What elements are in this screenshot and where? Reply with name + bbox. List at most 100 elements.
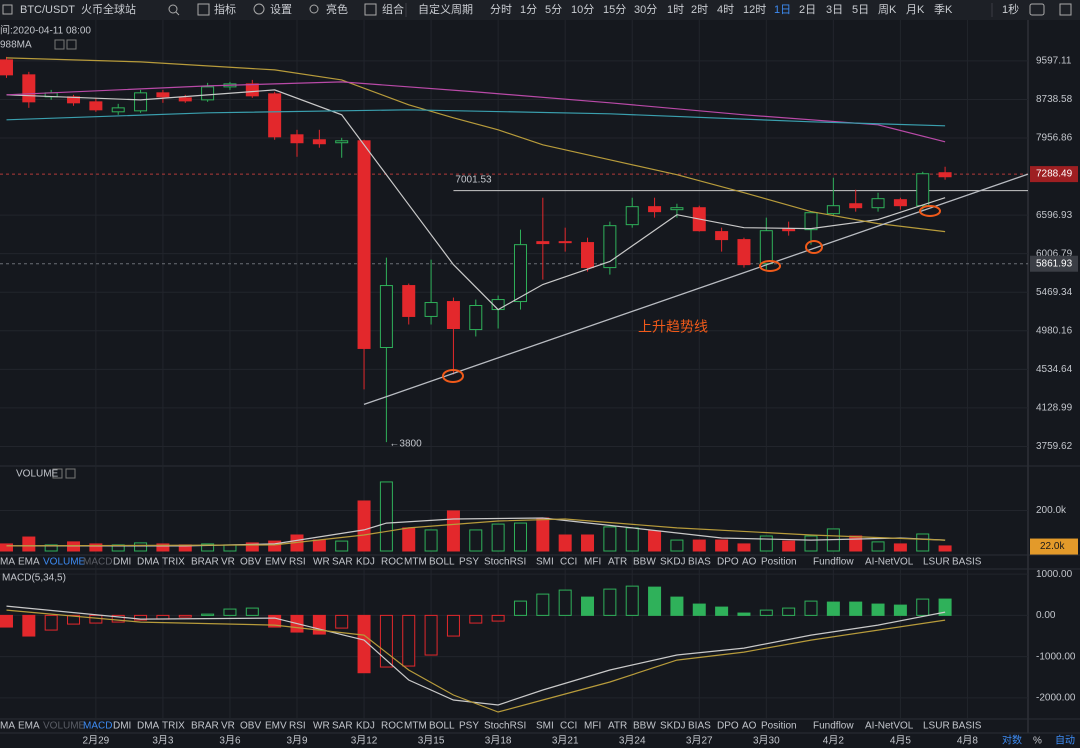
period-button[interactable]: 1日 — [774, 4, 791, 16]
settings-icon[interactable] — [253, 3, 265, 15]
indicator-tab[interactable]: DPO — [717, 721, 739, 732]
menu-icon[interactable] — [2, 4, 13, 15]
indicator-tab[interactable]: MFI — [584, 721, 601, 732]
indicator-tab[interactable]: SKDJ — [660, 721, 686, 732]
search-icon[interactable] — [168, 4, 178, 14]
period-button[interactable]: 月K — [906, 4, 925, 16]
indicator-tab[interactable]: BASIS — [952, 557, 982, 568]
indicator-tab[interactable]: Fundflow — [813, 557, 854, 568]
indicator-tab[interactable]: LSUR — [923, 721, 950, 732]
indicator-tab[interactable]: ROC — [381, 557, 403, 568]
indicator-tab[interactable]: StochRSI — [484, 721, 526, 732]
tool-button[interactable]: 设置 — [270, 3, 292, 16]
period-button[interactable]: 季K — [934, 3, 953, 16]
indicator-tab[interactable]: PSY — [459, 557, 479, 568]
close-icon[interactable] — [66, 39, 77, 50]
indicator-tab[interactable]: DMI — [113, 721, 131, 732]
indicator-tab[interactable]: AO — [742, 721, 757, 732]
tool-button[interactable]: 亮色 — [326, 2, 348, 16]
indicator-tab[interactable]: WR — [313, 721, 330, 732]
indicator-tab[interactable]: BRAR — [191, 721, 219, 732]
indicator-tab[interactable]: CCI — [560, 557, 577, 568]
indicator-tab[interactable]: DMA — [137, 721, 160, 732]
indicator-tab[interactable]: EMA — [18, 557, 40, 568]
indicator-tab[interactable]: DPO — [717, 557, 739, 568]
camera-icon[interactable] — [1029, 3, 1045, 16]
tool-button[interactable]: 指标 — [214, 2, 236, 16]
indicator-tab[interactable]: AI-NetVOL — [865, 721, 914, 732]
indicator-tab[interactable]: MA — [0, 721, 15, 732]
indicator-tab[interactable]: LSUR — [923, 557, 950, 568]
indicator-tab[interactable]: MTM — [404, 557, 427, 568]
indicator-tab[interactable]: ATR — [608, 721, 627, 732]
indicator-tab[interactable]: TRIX — [162, 557, 185, 568]
indicator-tab[interactable]: TRIX — [162, 721, 185, 732]
period-button[interactable]: 30分 — [634, 3, 657, 16]
indicator-tab[interactable]: OBV — [240, 557, 261, 568]
period-button[interactable]: 5分 — [545, 3, 562, 16]
period-button[interactable]: 15分 — [603, 3, 626, 16]
indicator-tab[interactable]: MFI — [584, 557, 601, 568]
period-button[interactable]: 12时 — [743, 3, 766, 16]
indicator-tab[interactable]: AO — [742, 557, 757, 568]
indicator-tab[interactable]: MACD — [83, 557, 112, 568]
indicator-tab[interactable]: PSY — [459, 721, 479, 732]
indicator-tab[interactable]: BIAS — [688, 557, 711, 568]
period-button[interactable]: 4时 — [717, 3, 734, 16]
indicator-tab[interactable]: BOLL — [429, 557, 455, 568]
indicator-tab[interactable]: VR — [221, 721, 235, 732]
custom-period[interactable]: 自定义周期 — [418, 2, 473, 16]
close-icon[interactable] — [65, 468, 76, 479]
period-button[interactable]: 分时 — [490, 3, 512, 16]
tool-button[interactable]: 组合 — [382, 2, 404, 16]
axis-option[interactable]: % — [1033, 736, 1042, 747]
indicator-tab[interactable]: MA — [0, 557, 15, 568]
indicator-tab[interactable]: ATR — [608, 557, 627, 568]
indicator-tab[interactable]: RSI — [289, 721, 306, 732]
indicator-tab[interactable]: OBV — [240, 721, 261, 732]
indicator-tab[interactable]: EMV — [265, 557, 287, 568]
light-icon[interactable] — [309, 4, 319, 14]
indicator-tab[interactable]: VR — [221, 557, 235, 568]
fullscreen-icon[interactable] — [1059, 3, 1072, 16]
indicator-tab[interactable]: KDJ — [356, 721, 375, 732]
indicator-tab[interactable]: RSI — [289, 557, 306, 568]
period-button[interactable]: 10分 — [571, 3, 594, 16]
indicator-tab[interactable]: Position — [761, 557, 797, 568]
indicator-tab[interactable]: EMA — [18, 721, 40, 732]
indicator-tab[interactable]: BRAR — [191, 557, 219, 568]
indicator-tab[interactable]: Position — [761, 721, 797, 732]
period-button[interactable]: 2时 — [691, 3, 708, 16]
indicator-tab[interactable]: VOLUME — [43, 721, 86, 732]
axis-option[interactable]: 对数 — [1002, 734, 1022, 747]
indicator-tab[interactable]: BIAS — [688, 721, 711, 732]
indicator-tab[interactable]: WR — [313, 557, 330, 568]
axis-option[interactable]: 自动 — [1055, 734, 1075, 747]
period-button[interactable]: 5日 — [852, 4, 869, 16]
indicator-tab[interactable]: BBW — [633, 557, 656, 568]
eye-icon[interactable] — [52, 468, 63, 479]
period-button[interactable]: 1时 — [667, 3, 684, 16]
indicator-tab[interactable]: DMA — [137, 557, 160, 568]
indicator-tab[interactable]: BASIS — [952, 721, 982, 732]
indicator-tab[interactable]: EMV — [265, 721, 287, 732]
indicator-tab[interactable]: VOLUME — [43, 557, 86, 568]
indicator-tab[interactable]: MTM — [404, 721, 427, 732]
indicator-tab[interactable]: Fundflow — [813, 721, 854, 732]
indicator-tab[interactable]: ROC — [381, 721, 403, 732]
period-button[interactable]: 周K — [878, 3, 897, 16]
indicator-tab[interactable]: AI-NetVOL — [865, 557, 914, 568]
eye-icon[interactable] — [54, 39, 65, 50]
indicator-tab[interactable]: StochRSI — [484, 557, 526, 568]
indicator-icon[interactable] — [197, 3, 210, 16]
period-button[interactable]: 2日 — [799, 4, 816, 16]
refresh-speed[interactable]: 1秒 — [1002, 2, 1019, 16]
indicator-tab[interactable]: KDJ — [356, 557, 375, 568]
indicator-tab[interactable]: BOLL — [429, 721, 455, 732]
indicator-tab[interactable]: SAR — [332, 721, 353, 732]
indicator-tab[interactable]: DMI — [113, 557, 131, 568]
indicator-tab[interactable]: CCI — [560, 721, 577, 732]
period-button[interactable]: 1分 — [520, 3, 537, 16]
indicator-tab[interactable]: SKDJ — [660, 557, 686, 568]
indicator-tab[interactable]: SMI — [536, 557, 554, 568]
